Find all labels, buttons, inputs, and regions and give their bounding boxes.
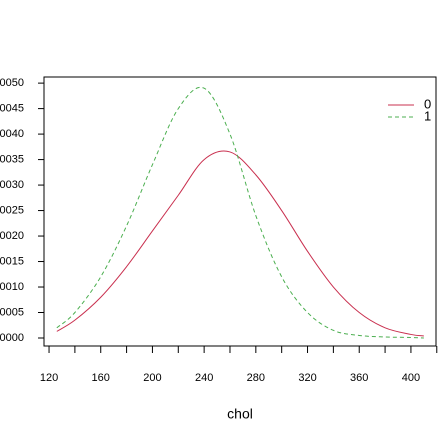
y-tick-label: 0.0025 [0, 204, 24, 216]
y-tick-label: 0.0020 [0, 230, 24, 242]
x-tick-label: 320 [298, 372, 316, 384]
density-line [56, 150, 424, 337]
legend-label: 1 [424, 108, 431, 123]
x-tick-label: 360 [350, 372, 368, 384]
x-tick-label: 400 [402, 372, 420, 384]
x-axis-label: chol [227, 406, 253, 422]
y-tick-label: 0.0045 [0, 103, 24, 115]
x-tick-label: 120 [40, 372, 58, 384]
y-tick-label: 0.0000 [0, 332, 24, 344]
y-tick-label: 0.0035 [0, 153, 24, 165]
x-tick-label: 240 [195, 372, 213, 384]
plot-frame [43, 76, 437, 347]
y-tick-label: 0.0010 [0, 281, 24, 293]
y-tick-label: 0.0040 [0, 128, 24, 140]
density-line [56, 86, 424, 339]
x-tick-label: 280 [247, 372, 265, 384]
x-tick-label: 200 [143, 372, 161, 384]
legend-label: 0 [424, 96, 431, 111]
y-tick-label: 0.0050 [0, 77, 24, 89]
y-tick-label: 0.0005 [0, 306, 24, 318]
y-tick-label: 0.0030 [0, 179, 24, 191]
x-tick-label: 160 [92, 372, 110, 384]
y-tick-label: 0.0015 [0, 255, 24, 267]
